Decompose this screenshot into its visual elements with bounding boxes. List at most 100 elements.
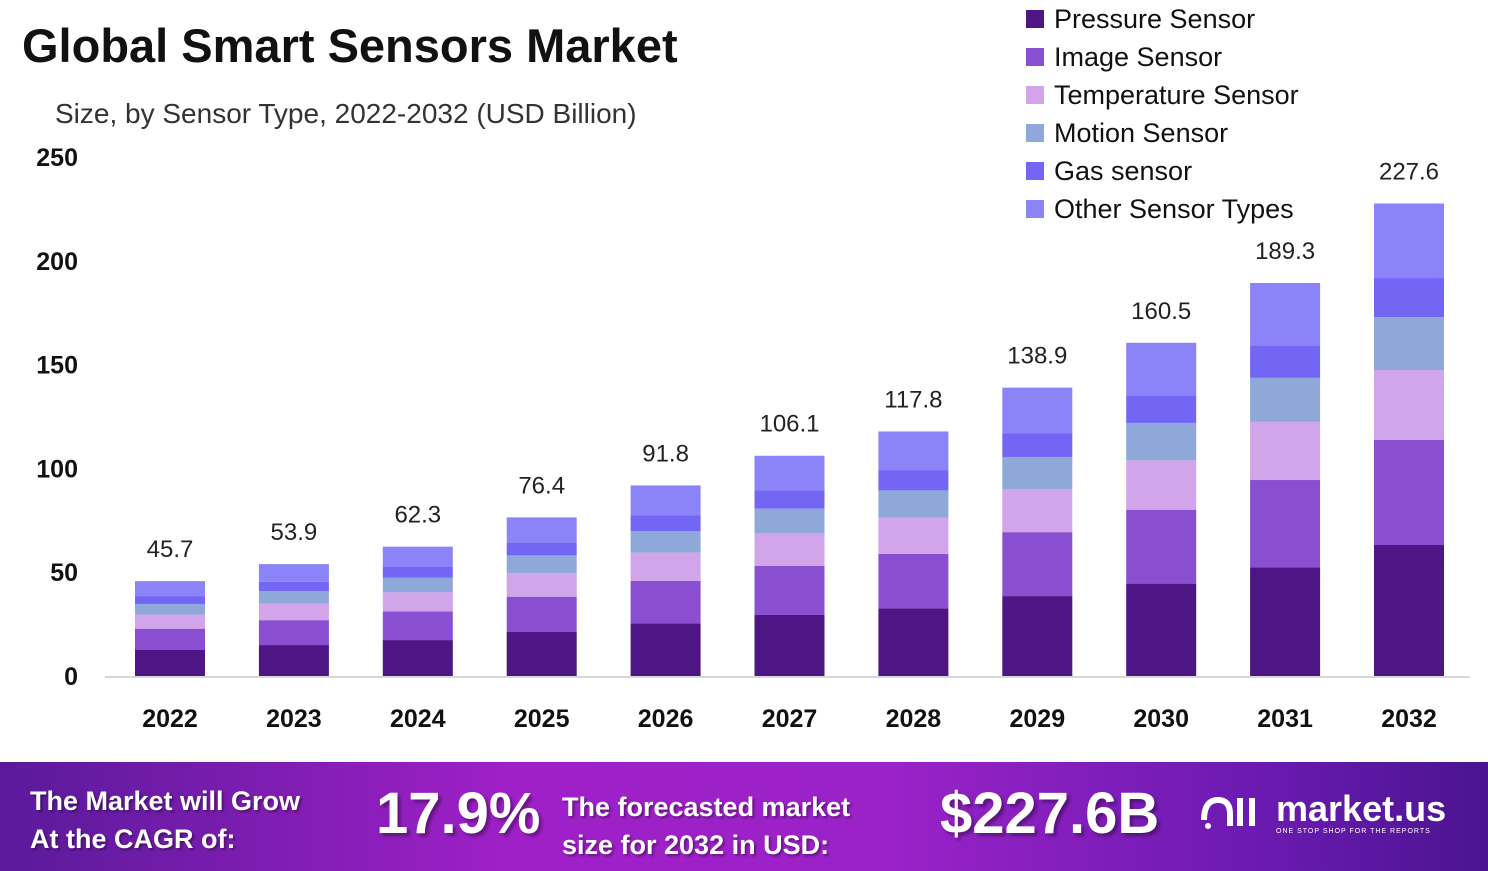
x-tick-label: 2030 [1133, 705, 1189, 733]
bar-segment-motion-sensor [1126, 422, 1197, 461]
bar-segment-motion-sensor [754, 508, 825, 534]
bar-segment-pressure-sensor [878, 608, 949, 676]
x-tick-label: 2023 [266, 705, 322, 733]
legend-item-temperature: Temperature Sensor [1026, 76, 1299, 114]
legend-swatch [1026, 48, 1044, 66]
bar-segment-other-sensor-types [258, 564, 329, 582]
bar-segment-motion-sensor [1250, 377, 1321, 422]
bar-segment-image-sensor [135, 628, 205, 650]
bar-segment-image-sensor [382, 611, 453, 641]
bar-segment-gas-sensor [135, 596, 205, 604]
x-tick-label: 2026 [638, 705, 694, 733]
legend-item-other: Other Sensor Types [1026, 190, 1299, 228]
legend-swatch [1026, 124, 1044, 142]
bar-segment-temperature-sensor [258, 603, 329, 621]
bar-segment-gas-sensor [1126, 395, 1197, 423]
cagr-label-line-2: At the CAGR of: [30, 824, 236, 854]
bar-segment-pressure-sensor [630, 623, 701, 676]
bar-segment-motion-sensor [135, 603, 205, 615]
bar-segment-motion-sensor [382, 577, 453, 593]
bar-segment-pressure-sensor [754, 614, 825, 676]
cagr-label: The Market will Grow At the CAGR of: [30, 782, 300, 858]
legend: Pressure Sensor Image Sensor Temperature… [1026, 0, 1299, 228]
bar-segment-image-sensor [506, 596, 577, 632]
legend-item-image: Image Sensor [1026, 38, 1299, 76]
bar-segment-temperature-sensor [506, 573, 577, 597]
bar-segment-motion-sensor [1002, 456, 1073, 490]
bar-segment-image-sensor [630, 580, 701, 624]
bar-segment-gas-sensor [1374, 278, 1444, 318]
market-us-logo: market.us ONE STOP SHOP FOR THE REPORTS [1200, 788, 1446, 835]
x-tick-label: 2028 [886, 705, 942, 733]
y-tick-label: 200 [36, 248, 78, 276]
y-tick-label: 50 [50, 559, 78, 587]
logo-tagline: ONE STOP SHOP FOR THE REPORTS [1276, 828, 1431, 835]
logo-name: market.us [1276, 788, 1447, 829]
bar-segment-temperature-sensor [1374, 369, 1444, 440]
bar-segment-gas-sensor [630, 515, 701, 532]
bar-total-label: 189.3 [1255, 238, 1315, 265]
bar-segment-pressure-sensor [135, 649, 205, 676]
cagr-label-line-1: The Market will Grow [30, 786, 301, 816]
bar-segment-image-sensor [878, 553, 949, 609]
bar-segment-motion-sensor [258, 591, 329, 604]
bar-segment-pressure-sensor [1374, 545, 1444, 676]
legend-label: Other Sensor Types [1054, 193, 1294, 224]
legend-swatch [1026, 86, 1044, 104]
bar-segment-temperature-sensor [1126, 460, 1197, 510]
x-tick-label: 2025 [514, 705, 570, 733]
bar-total-label: 91.8 [642, 440, 689, 467]
legend-swatch [1026, 10, 1044, 28]
bar-segment-pressure-sensor [1126, 583, 1197, 676]
bar-segment-image-sensor [1002, 532, 1073, 597]
bar-total-label: 138.9 [1007, 343, 1067, 370]
forecast-label-line-2: size for 2032 in USD: [562, 830, 830, 860]
bar-total-label: 227.6 [1379, 159, 1439, 186]
legend-label: Temperature Sensor [1054, 79, 1299, 110]
forecast-value: $227.6B [940, 781, 1160, 846]
bar-segment-gas-sensor [258, 581, 329, 592]
bar-total-label: 117.8 [884, 386, 942, 413]
bar-segment-other-sensor-types [630, 485, 701, 516]
y-tick-label: 150 [36, 352, 78, 380]
logo-icon [1201, 796, 1255, 829]
bar-segment-temperature-sensor [382, 592, 453, 612]
legend-label: Motion Sensor [1054, 117, 1229, 148]
bar-segment-other-sensor-types [1126, 342, 1197, 396]
x-tick-label: 2024 [390, 705, 446, 733]
bar-segment-image-sensor [258, 620, 329, 646]
x-tick-label: 2031 [1257, 705, 1313, 733]
legend-swatch [1026, 200, 1044, 218]
bar-total-label: 53.9 [271, 519, 318, 546]
bar-segment-motion-sensor [630, 531, 701, 553]
bar-total-label: 62.3 [394, 502, 441, 529]
bar-total-label: 106.1 [759, 411, 819, 438]
bar-segment-gas-sensor [754, 490, 825, 509]
x-tick-label: 2022 [142, 705, 198, 733]
bar-segment-other-sensor-types [1002, 387, 1073, 434]
legend-item-pressure: Pressure Sensor [1026, 0, 1299, 38]
bar-segment-other-sensor-types [754, 455, 825, 491]
legend-item-gas: Gas sensor [1026, 152, 1299, 190]
bar-segment-other-sensor-types [1250, 283, 1321, 346]
bar-segment-pressure-sensor [506, 631, 577, 676]
legend-item-motion: Motion Sensor [1026, 114, 1299, 152]
legend-label: Gas sensor [1054, 155, 1193, 186]
bar-segment-temperature-sensor [1250, 421, 1321, 481]
bar-segment-image-sensor [754, 565, 825, 615]
bar-segment-motion-sensor [878, 490, 949, 518]
y-tick-label: 250 [36, 144, 78, 172]
forecast-label-line-1: The forecasted market [562, 792, 851, 822]
bar-segment-temperature-sensor [630, 552, 701, 581]
bar-total-label: 76.4 [518, 472, 565, 499]
bar-segment-image-sensor [1126, 509, 1197, 584]
bar-segment-temperature-sensor [135, 614, 205, 629]
bar-segment-motion-sensor [506, 555, 577, 574]
bar-segment-gas-sensor [1250, 345, 1321, 378]
bar-total-label: 45.7 [147, 536, 194, 563]
bar-segment-gas-sensor [382, 567, 453, 578]
y-tick-label: 100 [36, 455, 78, 483]
x-tick-label: 2029 [1009, 705, 1065, 733]
bar-segment-gas-sensor [1002, 433, 1073, 457]
summary-banner: The Market will Grow At the CAGR of: 17.… [0, 762, 1488, 871]
